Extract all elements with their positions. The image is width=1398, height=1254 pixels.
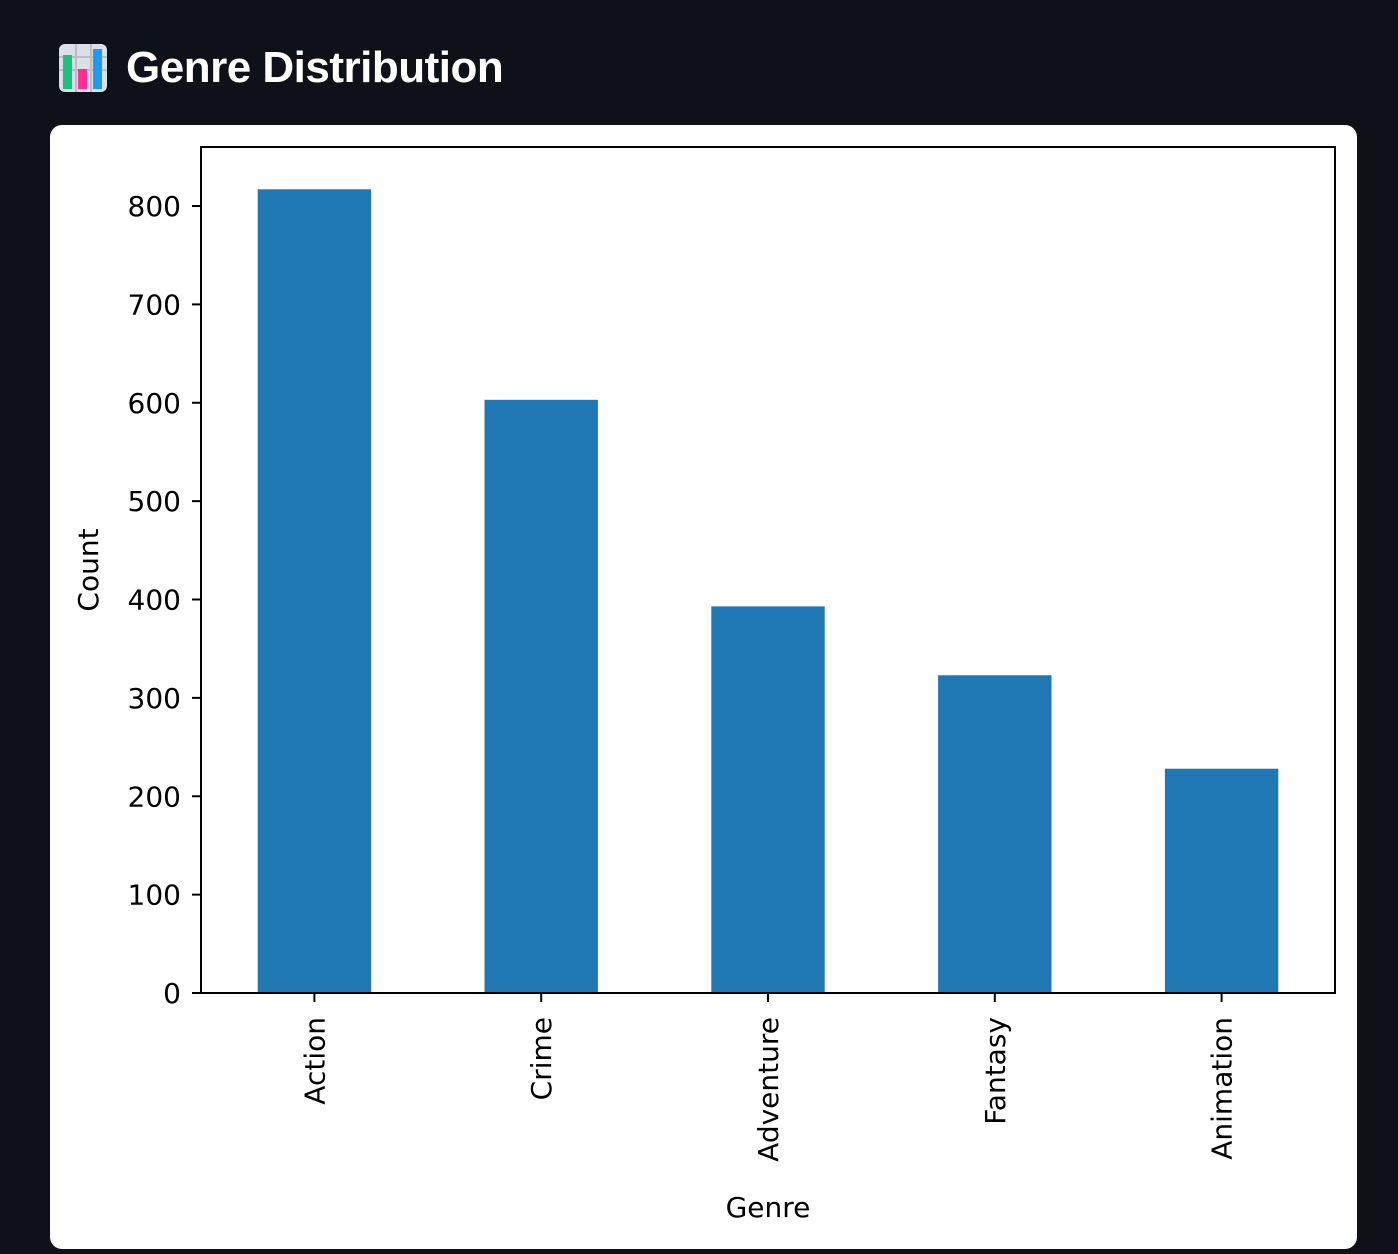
y-tick-label: 100 — [128, 879, 181, 912]
bar-adventure — [711, 606, 825, 993]
y-tick-label: 0 — [163, 977, 181, 1010]
chart-card: 0 100 200 300 400 500 600 700 800 Action Crime Adv… — [50, 125, 1357, 1249]
bar-animation — [1164, 768, 1279, 993]
bars-layer — [257, 189, 1279, 994]
plot-frame — [200, 146, 1336, 994]
y-tick-label: 300 — [128, 682, 181, 715]
x-tick-label-animation: Animation — [1206, 1017, 1239, 1160]
y-tick-label: 200 — [128, 780, 181, 813]
y-tick-label: 800 — [128, 190, 181, 223]
bar-crime — [484, 399, 598, 993]
bar-action — [257, 189, 372, 994]
x-axis: Action Crime Adventure Fantasy Animation — [298, 993, 1239, 1162]
x-tick-label-action: Action — [298, 1017, 331, 1105]
x-tick-label-fantasy: Fantasy — [979, 1017, 1012, 1125]
y-axis: 0 100 200 300 400 500 600 700 800 — [128, 190, 201, 1010]
y-tick-label: 400 — [128, 584, 181, 617]
x-axis-label: Genre — [726, 1191, 811, 1224]
y-tick-label: 700 — [128, 288, 181, 321]
bar-chart-icon — [59, 44, 107, 92]
bar-chart: 0 100 200 300 400 500 600 700 800 Action Crime Adv… — [72, 146, 1336, 1224]
page-title: Genre Distribution — [126, 43, 504, 92]
y-tick-label: 500 — [128, 485, 181, 518]
x-tick-label-crime: Crime — [525, 1017, 558, 1100]
page-header: Genre Distribution — [58, 38, 504, 98]
y-tick-label: 600 — [128, 387, 181, 420]
x-tick-label-adventure: Adventure — [752, 1017, 785, 1162]
y-axis-label: Count — [72, 528, 105, 611]
bar-fantasy — [938, 675, 1052, 993]
